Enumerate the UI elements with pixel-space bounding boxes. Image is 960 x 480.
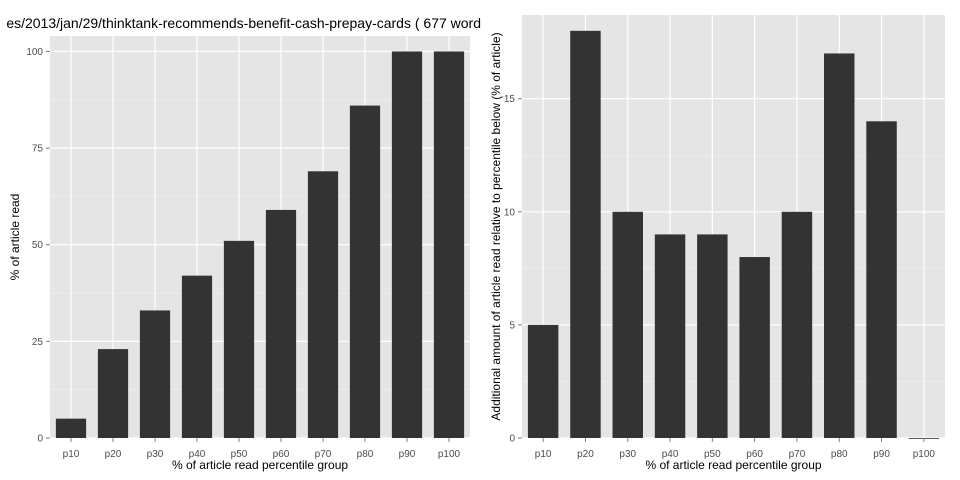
bar-p80 bbox=[824, 53, 855, 439]
x-tick-label: p60 bbox=[746, 449, 763, 460]
bar-p100 bbox=[433, 51, 465, 438]
y-axis-title: % of article read bbox=[8, 194, 22, 281]
bar-p10 bbox=[55, 418, 87, 438]
x-tick-label: p50 bbox=[704, 449, 721, 460]
x-tick-label: p70 bbox=[789, 449, 806, 460]
bar-p50 bbox=[223, 240, 255, 438]
bar-p10 bbox=[527, 324, 559, 438]
bar-p60 bbox=[265, 209, 297, 438]
y-tick-label: 50 bbox=[32, 240, 44, 251]
bar-p80 bbox=[349, 105, 381, 439]
y-tick-label: 0 bbox=[37, 434, 43, 445]
x-tick-label: p80 bbox=[357, 449, 374, 460]
bar-p70 bbox=[307, 171, 339, 439]
y-tick-label: 15 bbox=[504, 94, 516, 105]
bar-p40 bbox=[654, 234, 686, 438]
bar-p50 bbox=[697, 234, 728, 438]
y-tick-label: 5 bbox=[509, 320, 515, 331]
bar-p30 bbox=[139, 310, 171, 438]
x-tick-label: p20 bbox=[105, 449, 122, 460]
bar-p30 bbox=[612, 211, 643, 438]
bar-p90 bbox=[866, 121, 897, 439]
x-tick-label: p20 bbox=[577, 449, 594, 460]
page-title: es/2013/jan/29/thinktank-recommends-bene… bbox=[0, 15, 482, 35]
chart-panel-percent-read: 0 25 50 75 100 p10 p20 p30 p40 p50 p60 p70 p80 p90 p10… bbox=[8, 36, 470, 472]
x-tick-label: p40 bbox=[189, 449, 206, 460]
x-tick-label: p50 bbox=[231, 449, 248, 460]
x-tick-label: p90 bbox=[873, 449, 890, 460]
bar-p20 bbox=[570, 30, 601, 438]
x-tick-label: p90 bbox=[399, 449, 416, 460]
x-axis-title: % of article read percentile group bbox=[645, 458, 821, 472]
bar-p40 bbox=[181, 275, 213, 438]
y-axis-title: Additional amount of article read relati… bbox=[489, 32, 503, 420]
y-tick-label: 25 bbox=[32, 337, 44, 348]
x-tick-label: p100 bbox=[438, 449, 461, 460]
x-tick-label: p10 bbox=[63, 449, 80, 460]
x-axis-title: % of article read percentile group bbox=[172, 458, 348, 472]
x-tick-label: p60 bbox=[273, 449, 290, 460]
x-tick-label: p30 bbox=[147, 449, 164, 460]
bar-p90 bbox=[391, 51, 423, 438]
bar-p70 bbox=[781, 211, 813, 438]
y-tick-label: 0 bbox=[509, 434, 515, 445]
y-tick-label: 100 bbox=[26, 47, 43, 58]
x-tick-label: p100 bbox=[913, 449, 936, 460]
bar-p20 bbox=[97, 349, 129, 438]
x-tick-label: p70 bbox=[315, 449, 332, 460]
x-tick-label: p40 bbox=[662, 449, 679, 460]
page-title-text: es/2013/jan/29/thinktank-recommends-bene… bbox=[6, 15, 481, 31]
y-tick-label: 75 bbox=[32, 144, 44, 155]
x-tick-label: p10 bbox=[535, 449, 552, 460]
bar-p60 bbox=[739, 257, 770, 438]
x-tick-label: p30 bbox=[619, 449, 636, 460]
chart-panel-additional-read: 0 5 10 15 p10 p20 p30 p40 p50 p60 p70 p80 p90 p100 % o… bbox=[489, 15, 945, 472]
x-tick-label: p80 bbox=[831, 449, 848, 460]
y-tick-label: 10 bbox=[504, 207, 516, 218]
